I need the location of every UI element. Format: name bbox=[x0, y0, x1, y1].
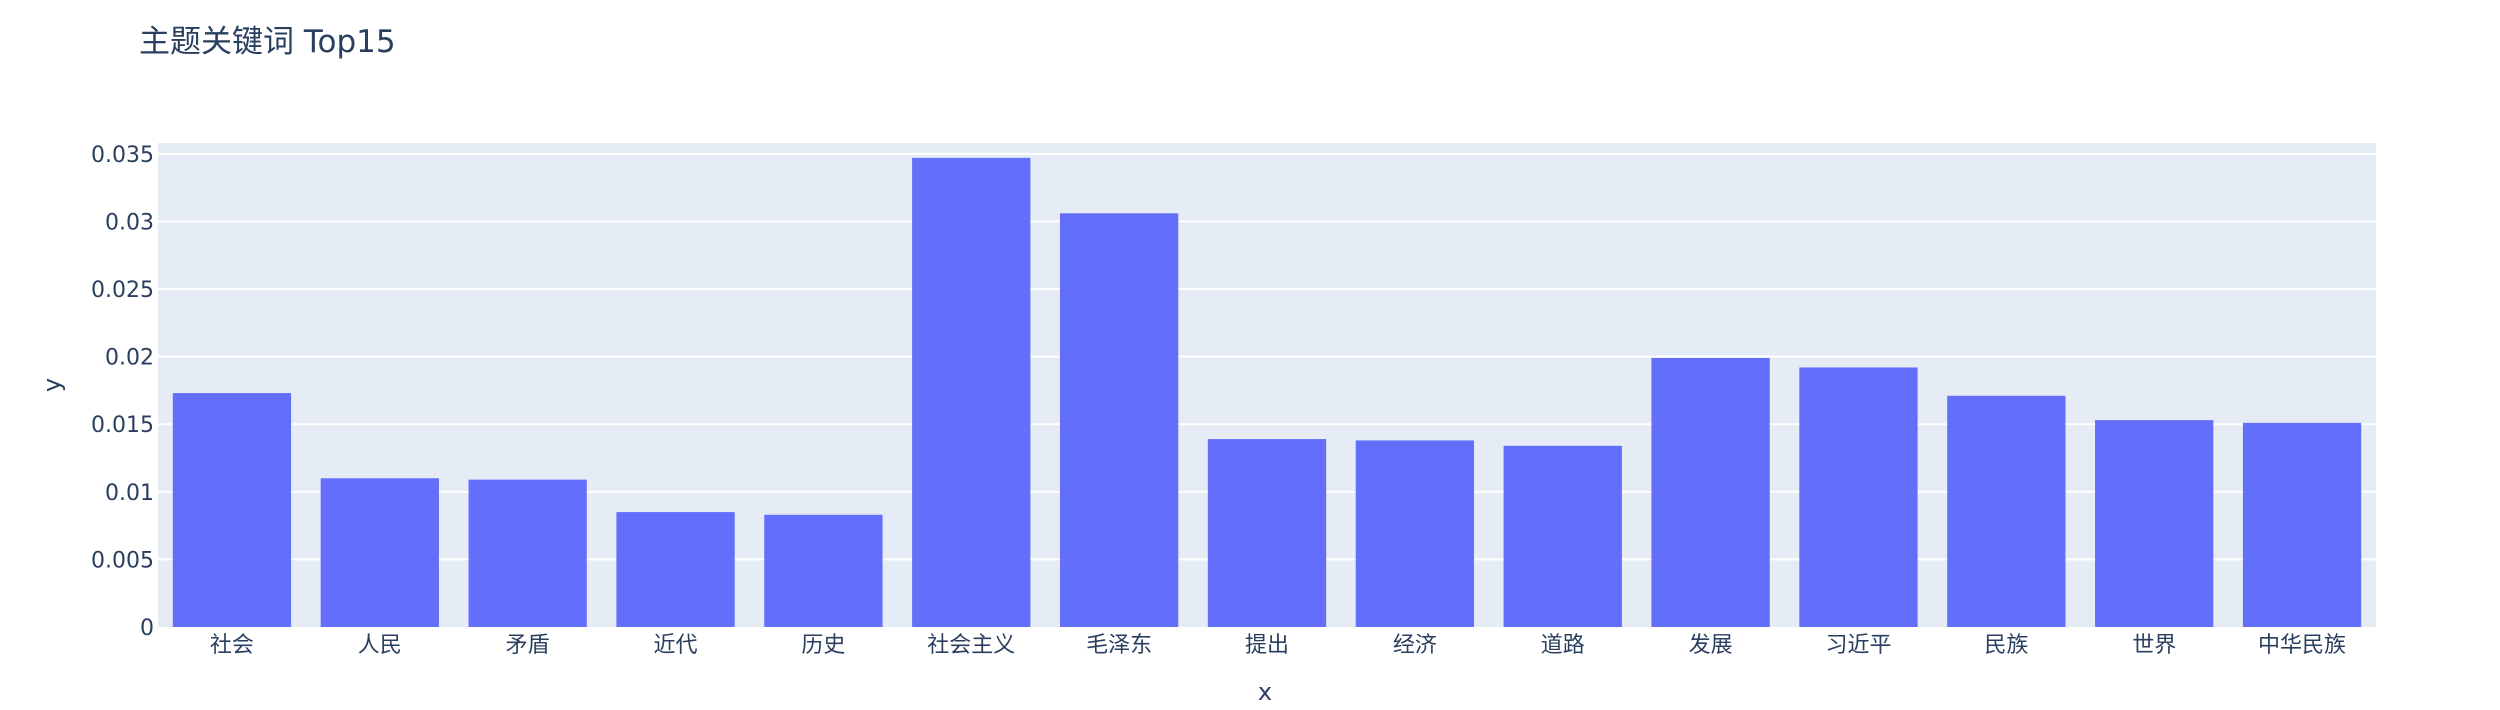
x-tick-label: 道路 bbox=[1541, 633, 1585, 658]
bar-中华民族 bbox=[2243, 423, 2361, 627]
x-tick-label: 中华民族 bbox=[2258, 633, 2346, 658]
bar-习近平 bbox=[1799, 367, 1917, 627]
x-tick-label: 发展 bbox=[1689, 633, 1733, 658]
bar-矛盾 bbox=[469, 480, 587, 627]
x-tick-label: 人民 bbox=[358, 633, 402, 658]
x-tick-label: 习近平 bbox=[1825, 633, 1891, 658]
x-tick-label: 经济 bbox=[1393, 633, 1437, 658]
x-tick-label: 世界 bbox=[2132, 633, 2176, 658]
bar-人民 bbox=[321, 478, 439, 627]
x-tick-label: 矛盾 bbox=[506, 633, 550, 658]
x-tick-label: 民族 bbox=[1984, 633, 2028, 658]
x-tick-label: 毛泽东 bbox=[1086, 633, 1152, 658]
bar-社会主义 bbox=[912, 158, 1030, 627]
x-axis-ticks: 社会 人民 矛盾 近代 历史 社会主义 毛泽东 提出 经济 道路 发展 习近平 民族 世界 中华民族 bbox=[210, 633, 2346, 658]
bar-毛泽东 bbox=[1060, 213, 1178, 627]
bar-提出 bbox=[1208, 439, 1326, 627]
y-tick-label: 0.035 bbox=[91, 143, 154, 168]
y-axis-label: y bbox=[38, 378, 66, 392]
y-tick-label: 0.01 bbox=[105, 481, 154, 506]
x-tick-label: 近代 bbox=[654, 633, 698, 658]
bar-社会 bbox=[173, 393, 291, 627]
y-tick-label: 0.02 bbox=[105, 346, 154, 371]
y-tick-label: 0.025 bbox=[91, 278, 154, 303]
x-tick-label: 社会 bbox=[210, 633, 254, 658]
x-tick-label: 提出 bbox=[1245, 633, 1289, 658]
bar-发展 bbox=[1651, 358, 1769, 627]
y-tick-label: 0.005 bbox=[91, 548, 154, 573]
y-tick-label: 0.03 bbox=[105, 210, 154, 235]
x-axis-label: x bbox=[1258, 678, 1272, 706]
bar-世界 bbox=[2095, 420, 2213, 627]
y-axis-ticks: 0 0.005 0.01 0.015 0.02 0.025 0.03 0.035 bbox=[91, 143, 154, 641]
bar-近代 bbox=[616, 512, 734, 627]
y-tick-label: 0 bbox=[140, 616, 154, 641]
x-tick-label: 社会主义 bbox=[927, 633, 1015, 658]
bar-道路 bbox=[1504, 446, 1622, 627]
y-tick-label: 0.015 bbox=[91, 413, 154, 438]
bar-经济 bbox=[1356, 440, 1474, 627]
bar-民族 bbox=[1947, 396, 2065, 627]
bar-历史 bbox=[764, 515, 882, 627]
x-tick-label: 历史 bbox=[801, 633, 845, 658]
chart-title: 主题关键词 Top15 bbox=[139, 24, 396, 60]
